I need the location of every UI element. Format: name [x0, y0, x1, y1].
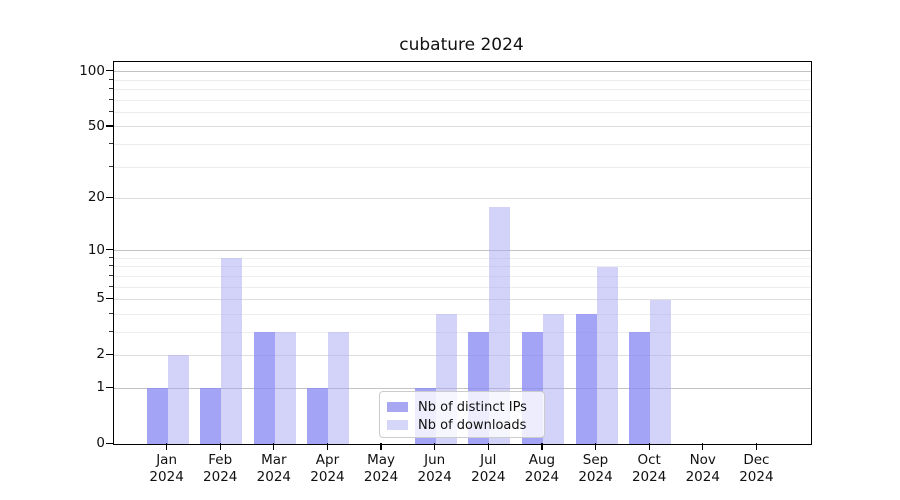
- gridline-minor: [114, 331, 811, 333]
- y-axis-minor-tick: [109, 312, 113, 314]
- gridline-minor: [114, 257, 811, 259]
- y-axis-minor-tick: [109, 142, 113, 144]
- y-axis-tick: [106, 297, 113, 300]
- x-axis-tick: [755, 443, 757, 450]
- y-axis-minor-tick: [109, 78, 113, 80]
- x-axis-tick: [434, 443, 436, 450]
- x-axis-tick-label: Jul 2024: [471, 452, 506, 485]
- gridline-minor: [114, 143, 811, 145]
- y-axis-tick: [106, 442, 113, 444]
- gridline-minor: [114, 313, 811, 315]
- bar-distinct-ips: [146, 388, 168, 444]
- x-axis-tick: [487, 443, 489, 450]
- legend: Nb of distinct IPs Nb of downloads: [379, 391, 545, 438]
- gridline-major: [114, 250, 811, 252]
- gridline-major: [114, 197, 811, 199]
- legend-swatch-downloads: [387, 420, 408, 430]
- y-axis-minor-tick: [109, 98, 113, 100]
- bar-distinct-ips: [629, 332, 651, 444]
- gridline-minor: [114, 99, 811, 101]
- x-axis-tick-label: Oct 2024: [631, 452, 667, 485]
- y-axis-minor-tick: [109, 265, 113, 267]
- bar-distinct-ips: [575, 314, 597, 444]
- bar-distinct-ips: [307, 388, 329, 444]
- y-axis-minor-tick: [109, 256, 113, 258]
- x-axis-tick: [380, 443, 382, 450]
- gridline-major: [114, 387, 811, 389]
- y-axis-tick: [106, 353, 113, 356]
- bar-downloads: [274, 332, 296, 444]
- x-axis-tick: [648, 443, 650, 450]
- y-axis-minor-tick: [109, 88, 113, 90]
- x-axis-tick-label: Jun 2024: [417, 452, 452, 485]
- y-axis-minor-tick: [109, 330, 113, 332]
- x-axis-tick-label: May 2024: [363, 452, 399, 485]
- x-axis-tick-label: Nov 2024: [685, 452, 720, 485]
- bar-downloads: [650, 299, 672, 444]
- x-axis-tick: [594, 443, 597, 450]
- y-axis-minor-tick: [109, 274, 113, 276]
- y-axis-tick: [106, 249, 113, 251]
- x-axis-tick-label: Dec 2024: [739, 452, 774, 485]
- gridline-minor: [114, 89, 811, 91]
- bar-downloads: [221, 258, 243, 444]
- y-axis-tick-label: 2: [96, 346, 105, 363]
- legend-label: Nb of downloads: [418, 417, 527, 433]
- bar-downloads: [328, 332, 350, 444]
- bar-distinct-ips: [200, 388, 222, 444]
- x-axis-tick: [541, 443, 543, 450]
- bar-downloads: [542, 314, 564, 444]
- y-axis-tick-label: 20: [87, 189, 105, 206]
- x-axis-tick-label: Apr 2024: [310, 452, 345, 485]
- gridline-minor: [114, 286, 811, 288]
- x-axis-tick-label: Aug 2024: [524, 452, 560, 485]
- bar-downloads: [596, 266, 618, 444]
- gridline-minor: [114, 166, 811, 168]
- y-axis-tick: [106, 125, 113, 127]
- y-axis-tick-label: 10: [87, 241, 105, 258]
- legend-item: Nb of downloads: [387, 417, 544, 433]
- legend-label: Nb of distinct IPs: [418, 399, 527, 415]
- x-axis-tick-label: Jan 2024: [149, 452, 184, 485]
- y-axis-minor-tick: [109, 285, 113, 287]
- gridline-minor: [114, 266, 811, 268]
- gridline-minor: [114, 79, 811, 81]
- x-axis-tick: [326, 443, 329, 450]
- y-axis-tick: [106, 196, 113, 199]
- y-axis-tick: [106, 386, 113, 388]
- x-axis-tick: [702, 443, 704, 450]
- y-axis-tick-label: 100: [79, 62, 105, 79]
- x-axis-tick-label: Mar 2024: [256, 452, 292, 485]
- gridline-major: [114, 298, 811, 300]
- y-axis-tick-label: 0: [96, 435, 105, 451]
- y-axis-tick-label: 1: [96, 379, 105, 396]
- y-axis-minor-tick: [109, 110, 113, 112]
- chart-title: cubature 2024: [399, 35, 524, 55]
- x-axis-tick-label: Sep 2024: [578, 452, 613, 485]
- bar-downloads: [167, 355, 189, 444]
- legend-swatch-distinct-ips: [387, 402, 408, 412]
- gridline-minor: [114, 275, 811, 277]
- gridline-major: [114, 354, 811, 356]
- legend-item: Nb of distinct IPs: [387, 399, 544, 415]
- plot-area: [113, 61, 812, 445]
- x-axis-tick-label: Feb 2024: [203, 452, 238, 485]
- gridline-major: [114, 71, 811, 73]
- bar-distinct-ips: [253, 332, 275, 444]
- x-axis-tick: [273, 443, 275, 450]
- x-axis-tick: [219, 443, 221, 450]
- bar-downloads: [489, 206, 511, 444]
- gridline-minor: [114, 111, 811, 113]
- x-axis-tick: [166, 443, 168, 450]
- gridline-major: [114, 126, 811, 128]
- y-axis-tick-label: 50: [87, 117, 105, 134]
- y-axis-tick: [106, 70, 113, 72]
- y-axis-tick-label: 5: [96, 290, 105, 307]
- y-axis-minor-tick: [109, 165, 113, 167]
